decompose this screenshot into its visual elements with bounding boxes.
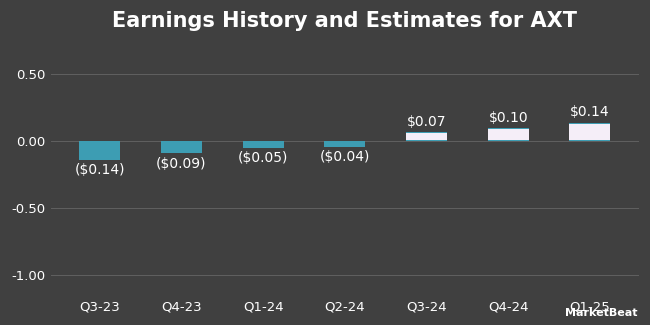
Text: ($0.09): ($0.09): [156, 157, 207, 171]
Bar: [324, 141, 365, 147]
Text: $0.14: $0.14: [570, 105, 610, 119]
Bar: [406, 133, 447, 140]
Bar: [569, 123, 610, 141]
Text: $0.07: $0.07: [407, 115, 447, 129]
Bar: [242, 141, 283, 148]
Bar: [569, 124, 610, 140]
Bar: [488, 129, 528, 140]
Text: $0.10: $0.10: [488, 111, 528, 125]
Text: ($0.05): ($0.05): [238, 151, 289, 165]
Bar: [488, 128, 528, 141]
Text: ($0.04): ($0.04): [320, 150, 370, 164]
Bar: [161, 141, 202, 153]
Text: ($0.14): ($0.14): [75, 163, 125, 177]
Title: Earnings History and Estimates for AXT: Earnings History and Estimates for AXT: [112, 11, 577, 31]
Text: MarketBeat: MarketBeat: [564, 308, 637, 318]
Bar: [406, 132, 447, 141]
Bar: [79, 141, 120, 160]
